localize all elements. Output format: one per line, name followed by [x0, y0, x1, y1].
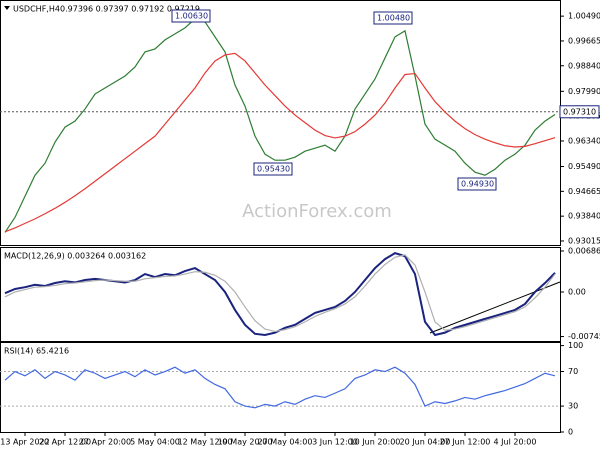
- last-price-label: 0.97310: [563, 107, 596, 116]
- x-tick-label: 5 May 04:00: [130, 438, 180, 447]
- x-tick-label: 4 Jul 20:00: [494, 438, 537, 447]
- symbol: USDCHF,H4: [13, 5, 60, 14]
- rsi-pane: [0, 342, 561, 433]
- annotation-box: [373, 11, 413, 25]
- series-line: [4, 18, 556, 233]
- x-tick-label: 27 Apr 20:00: [79, 438, 131, 447]
- ohlc: 0.97396 0.97397 0.97192 0.97219: [60, 5, 200, 14]
- y-tick-label: 0.00: [568, 287, 586, 296]
- series-line: [4, 52, 556, 233]
- x-tick-label: 27 May 04:00: [258, 438, 313, 447]
- y-tick-label: 30: [568, 402, 578, 411]
- annotation: 0.95430: [257, 165, 290, 174]
- annotation: 0.94930: [461, 180, 494, 189]
- annotation-box: [457, 177, 497, 191]
- rsi-title: RSI(14) 65.4216: [4, 347, 69, 356]
- y-tick-label: 0.96340: [568, 136, 600, 145]
- x-tick-label: 3 Jun 12:00: [312, 438, 358, 447]
- y-tick-label: 0.006861: [568, 246, 600, 255]
- x-tick-label: 13 Apr 2022: [0, 438, 49, 447]
- macd-title: MACD(12,26,9) 0.003264 0.003162: [4, 252, 146, 261]
- x-tick-label: 20 Jun 04:00: [400, 438, 451, 447]
- price-pane: [0, 0, 561, 246]
- y-tick-label: 0.95490: [568, 162, 600, 171]
- y-tick-label: 0.99665: [568, 36, 600, 45]
- y-tick-label: 70: [568, 367, 578, 376]
- y-tick-label: 0.94665: [568, 187, 600, 196]
- y-tick-label: 0.93840: [568, 212, 600, 221]
- annotation: 1.00480: [377, 14, 410, 23]
- x-tick-label: 27 Jun 12:00: [440, 438, 491, 447]
- y-tick-label: 1.00490: [568, 12, 600, 21]
- annotation: 1.00630: [175, 12, 208, 21]
- x-tick-label: 19 May 20:00: [218, 438, 273, 447]
- series-line: [4, 252, 556, 337]
- x-tick-label: 10 Jun 20:00: [350, 438, 401, 447]
- menu-icon: [4, 6, 10, 10]
- y-tick-label: 0: [568, 428, 573, 437]
- last-price-box: [559, 105, 600, 119]
- y-tick-label: 0.93015: [568, 236, 600, 245]
- annotation-box: [171, 9, 211, 23]
- y-tick-label: 0.97990: [568, 87, 600, 96]
- annotation-box: [253, 162, 293, 176]
- y-tick-label: -0.007454: [568, 332, 600, 341]
- y-tick-label: 0.98840: [568, 61, 600, 70]
- macd-pane: [0, 247, 561, 342]
- x-tick-label: 20 Apr 12:00: [39, 438, 91, 447]
- trend-line: [429, 281, 561, 334]
- watermark: ActionForex.com: [242, 201, 392, 222]
- x-tick-label: 12 May 12:00: [178, 438, 233, 447]
- series-line: [4, 366, 556, 409]
- y-tick-label: 100: [568, 341, 583, 350]
- series-line: [4, 254, 556, 333]
